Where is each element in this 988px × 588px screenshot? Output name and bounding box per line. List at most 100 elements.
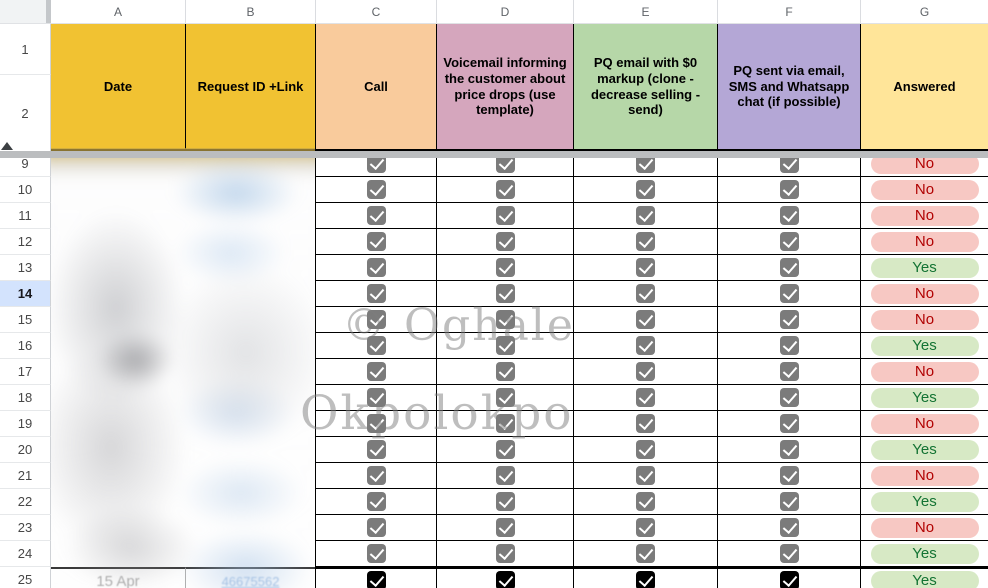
checkbox-checked[interactable] [495, 466, 515, 485]
answered-chip[interactable]: No [870, 413, 979, 434]
checkbox-checked[interactable] [366, 440, 386, 459]
cell-date-17[interactable] [51, 359, 185, 385]
checkbox-checked[interactable] [495, 180, 515, 199]
checkbox-checked[interactable] [636, 362, 655, 381]
checkbox-checked[interactable] [366, 232, 386, 251]
cell-date-10[interactable] [51, 177, 185, 203]
row-header-25[interactable]: 25 [0, 567, 51, 588]
checkbox-checked[interactable] [495, 284, 515, 303]
checkbox-checked[interactable] [779, 310, 799, 329]
checkbox-checked[interactable] [366, 414, 386, 433]
cell-request-19[interactable] [185, 411, 315, 437]
row-header-16[interactable]: 16 [0, 333, 51, 359]
cell-date-23[interactable] [51, 515, 185, 541]
checkbox-checked[interactable] [779, 388, 799, 407]
cell-request-20[interactable] [185, 437, 315, 463]
cell-request-17[interactable] [185, 359, 315, 385]
cell-request-16[interactable] [185, 333, 315, 359]
checkbox-checked[interactable] [366, 466, 386, 485]
checkbox-checked[interactable] [495, 232, 515, 251]
row-header-10[interactable]: 10 [0, 177, 51, 203]
checkbox-checked[interactable] [779, 518, 799, 537]
cell-request-11[interactable] [185, 203, 315, 229]
row-header-22[interactable]: 22 [0, 489, 51, 515]
row-header-23[interactable]: 23 [0, 515, 51, 541]
header-cell-answered[interactable]: Answered [860, 24, 988, 149]
checkbox-checked[interactable] [366, 158, 386, 173]
checkbox-checked[interactable] [636, 388, 655, 407]
row-header-13[interactable]: 13 [0, 255, 51, 281]
checkbox-checked[interactable] [495, 414, 515, 433]
checkbox-checked[interactable] [636, 492, 655, 511]
checkbox-checked[interactable] [779, 571, 799, 588]
cell-date-24[interactable] [51, 541, 185, 567]
checkbox-checked[interactable] [366, 492, 386, 511]
answered-chip[interactable]: No [870, 465, 979, 486]
cell-date-16[interactable] [51, 333, 185, 359]
checkbox-checked[interactable] [495, 158, 515, 173]
header-cell-pq-email[interactable]: PQ email with $0 markup (clone - decreas… [573, 24, 717, 149]
cell-date-9[interactable] [51, 158, 185, 177]
checkbox-checked[interactable] [636, 414, 655, 433]
header-cell-voicemail[interactable]: Voicemail informing the customer about p… [436, 24, 573, 149]
checkbox-checked[interactable] [495, 310, 515, 329]
checkbox-checked[interactable] [366, 362, 386, 381]
row-group-collapse-icon[interactable] [1, 142, 13, 150]
checkbox-checked[interactable] [366, 284, 386, 303]
checkbox-checked[interactable] [779, 440, 799, 459]
checkbox-checked[interactable] [636, 466, 655, 485]
checkbox-checked[interactable] [366, 206, 386, 225]
checkbox-checked[interactable] [779, 544, 799, 563]
request-link[interactable]: 46675562 [221, 573, 280, 588]
cell-date-21[interactable] [51, 463, 185, 489]
cell-date-19[interactable] [51, 411, 185, 437]
checkbox-checked[interactable] [636, 232, 655, 251]
header-cell-date[interactable]: Date [51, 24, 185, 149]
column-header-f[interactable]: F [717, 0, 860, 23]
checkbox-checked[interactable] [495, 362, 515, 381]
checkbox-checked[interactable] [366, 310, 386, 329]
cell-date-15[interactable] [51, 307, 185, 333]
checkbox-checked[interactable] [366, 336, 386, 355]
checkbox-checked[interactable] [779, 180, 799, 199]
cell-request-25[interactable]: 46675562 [185, 567, 315, 588]
checkbox-checked[interactable] [495, 206, 515, 225]
column-header-a[interactable]: A [113, 4, 122, 19]
checkbox-checked[interactable] [495, 336, 515, 355]
cell-request-15[interactable] [185, 307, 315, 333]
checkbox-checked[interactable] [636, 310, 655, 329]
checkbox-checked[interactable] [779, 492, 799, 511]
row-header-24[interactable]: 24 [0, 541, 51, 567]
column-header-g[interactable]: G [860, 0, 988, 23]
checkbox-checked[interactable] [636, 440, 655, 459]
checkbox-checked[interactable] [366, 571, 386, 588]
row-header-2[interactable]: 2 [0, 75, 51, 151]
cell-request-10[interactable] [185, 177, 315, 203]
cell-date-11[interactable] [51, 203, 185, 229]
row-header-20[interactable]: 20 [0, 437, 51, 463]
row-header-19[interactable]: 19 [0, 411, 51, 437]
row-header-1[interactable]: 1 [0, 24, 51, 75]
cell-date-12[interactable] [51, 229, 185, 255]
answered-chip[interactable]: No [870, 517, 979, 538]
checkbox-checked[interactable] [636, 544, 655, 563]
answered-chip[interactable]: Yes [870, 439, 979, 460]
cell-request-24[interactable] [185, 541, 315, 567]
answered-chip[interactable]: No [870, 361, 979, 382]
header-cell-request-id[interactable]: Request ID +Link [185, 24, 315, 149]
checkbox-checked[interactable] [495, 492, 515, 511]
checkbox-checked[interactable] [636, 571, 655, 588]
checkbox-checked[interactable] [495, 258, 515, 277]
answered-chip[interactable]: Yes [870, 543, 979, 564]
cell-request-14[interactable] [185, 281, 315, 307]
checkbox-checked[interactable] [779, 206, 799, 225]
cell-request-21[interactable] [185, 463, 315, 489]
checkbox-checked[interactable] [366, 388, 386, 407]
checkbox-checked[interactable] [495, 571, 515, 588]
checkbox-checked[interactable] [495, 518, 515, 537]
row-header-12[interactable]: 12 [0, 229, 51, 255]
cell-date-22[interactable] [51, 489, 185, 515]
column-header-d[interactable]: D [436, 0, 573, 23]
answered-chip[interactable]: Yes [870, 387, 979, 408]
header-cell-pq-sent[interactable]: PQ sent via email, SMS and Whatsapp chat… [717, 24, 860, 149]
